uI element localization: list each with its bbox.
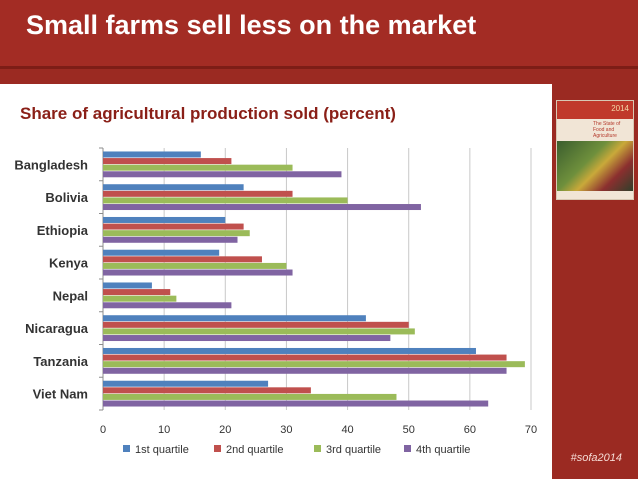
category-label: Bolivia [45,190,88,205]
x-tick-label: 70 [525,424,537,436]
bar [103,400,489,407]
bar [103,380,269,387]
category-label: Nepal [53,288,88,303]
bar [103,164,293,171]
cover-photo [557,141,633,191]
legend-swatch [404,445,411,452]
bar [103,151,201,158]
x-tick-label: 20 [219,424,231,436]
bar [103,158,232,165]
bar [103,387,311,394]
bar [103,171,342,178]
legend-label: 3rd quartile [326,444,381,456]
category-label: Viet Nam [33,387,88,402]
x-tick-label: 40 [341,424,353,436]
bar [103,230,250,237]
bar [103,328,415,335]
bar [103,321,409,328]
report-cover-image: 2014 The State of Food and Agriculture [556,100,634,200]
bar [103,184,244,191]
legend-swatch [314,445,321,452]
x-tick-label: 10 [158,424,170,436]
bar [103,216,226,223]
legend-label: 2nd quartile [226,444,284,456]
bar [103,269,293,276]
bar [103,256,262,263]
x-tick-label: 60 [464,424,476,436]
slide-title: Small farms sell less on the market [26,10,477,40]
category-label: Ethiopia [37,223,89,238]
bar-chart: 0 10 20 30 40 50 60 70 Bangladesh Bolivia Ethiopia… [14,147,537,456]
category-label: Kenya [49,256,89,271]
bar [103,295,177,302]
cover-title: The State of Food and Agriculture [593,121,621,139]
bar [103,190,293,197]
title-bar: Small farms sell less on the market [0,0,638,69]
bar [103,347,476,354]
x-tick-label: 30 [280,424,292,436]
bar [103,282,152,289]
bar [103,302,232,309]
x-tick-label: 0 [100,424,106,436]
legend-swatch [214,445,221,452]
bar [103,354,507,361]
bar [103,197,348,204]
cover-year: 2014 [611,104,629,113]
bar [103,367,507,374]
bar [103,315,366,322]
chart-panel [0,84,552,479]
legend-label: 1st quartile [135,444,189,456]
bar [103,289,171,296]
bar [103,223,244,230]
category-label: Nicaragua [25,321,89,336]
bar [103,204,421,211]
bar [103,236,238,243]
category-label: Tanzania [33,354,88,369]
category-label: Bangladesh [14,157,88,172]
hashtag: #sofa2014 [570,452,622,464]
bar [103,361,525,368]
bar [103,393,397,400]
bar [103,335,391,342]
cover-header: 2014 [557,101,633,119]
bar [103,249,220,256]
legend-label: 4th quartile [416,444,470,456]
chart-subtitle: Share of agricultural production sold (p… [20,104,396,123]
bar [103,262,287,269]
legend-swatch [123,445,130,452]
x-tick-label: 50 [403,424,415,436]
